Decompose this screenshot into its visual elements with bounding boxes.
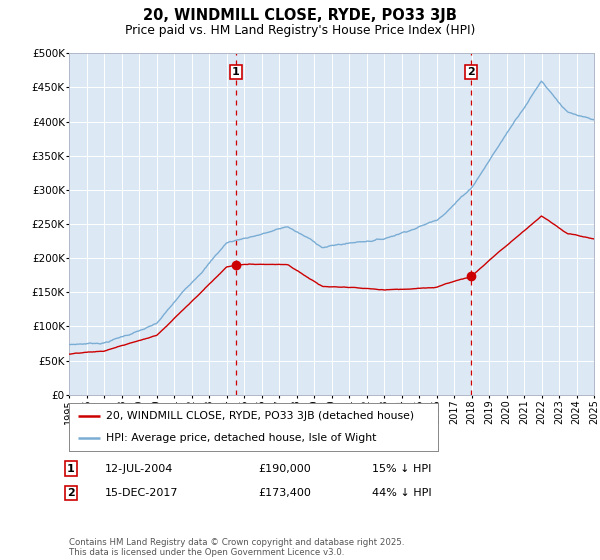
Text: Contains HM Land Registry data © Crown copyright and database right 2025.
This d: Contains HM Land Registry data © Crown c… — [69, 538, 404, 557]
Text: 20, WINDMILL CLOSE, RYDE, PO33 3JB (detached house): 20, WINDMILL CLOSE, RYDE, PO33 3JB (deta… — [106, 411, 414, 421]
Text: 44% ↓ HPI: 44% ↓ HPI — [372, 488, 431, 498]
Text: 20, WINDMILL CLOSE, RYDE, PO33 3JB: 20, WINDMILL CLOSE, RYDE, PO33 3JB — [143, 8, 457, 24]
Text: 1: 1 — [232, 67, 239, 77]
Text: Price paid vs. HM Land Registry's House Price Index (HPI): Price paid vs. HM Land Registry's House … — [125, 24, 475, 36]
Text: 2: 2 — [67, 488, 74, 498]
Text: HPI: Average price, detached house, Isle of Wight: HPI: Average price, detached house, Isle… — [106, 433, 376, 443]
Text: £190,000: £190,000 — [258, 464, 311, 474]
Text: 1: 1 — [67, 464, 74, 474]
Text: 15% ↓ HPI: 15% ↓ HPI — [372, 464, 431, 474]
Text: £173,400: £173,400 — [258, 488, 311, 498]
Text: 12-JUL-2004: 12-JUL-2004 — [105, 464, 173, 474]
Text: 2: 2 — [467, 67, 475, 77]
Text: 15-DEC-2017: 15-DEC-2017 — [105, 488, 179, 498]
